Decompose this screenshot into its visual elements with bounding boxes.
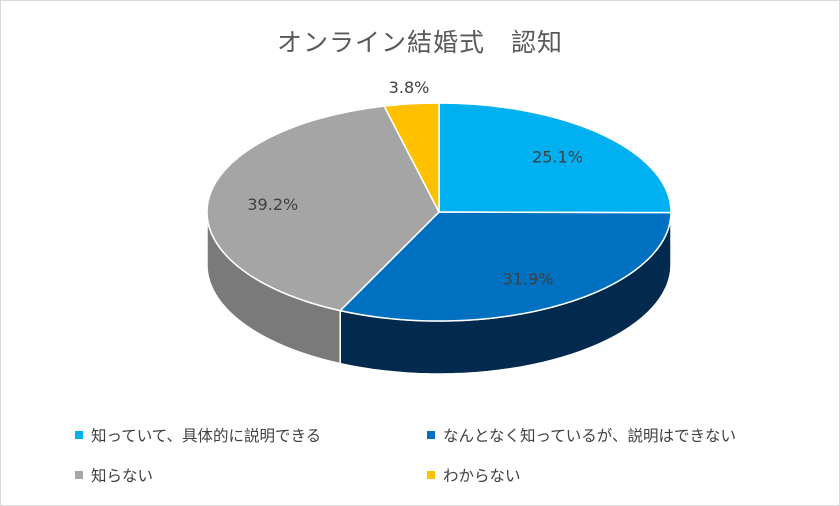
legend-swatch (75, 471, 83, 479)
data-label: 31.9% (503, 269, 554, 288)
pie-slice (339, 211, 672, 322)
legend-item: わからない (427, 464, 521, 486)
legend-item: 知らない (75, 464, 153, 486)
legend-label: 知らない (91, 467, 154, 485)
legend-label: わからない (443, 467, 521, 485)
data-label: 25.1% (532, 148, 583, 167)
legend-swatch (427, 471, 435, 479)
pie-label-group: 25.1% 31.9% 39.2% 3.8% (247, 78, 583, 288)
pie-slice (206, 105, 440, 312)
data-label: 39.2% (247, 195, 298, 214)
pie-chart: 25.1% 31.9% 39.2% 3.8% (206, 78, 672, 375)
pie-top-group (206, 102, 672, 322)
pie-slice (438, 102, 672, 214)
legend-label: なんとなく知っているが、説明はできない (443, 427, 736, 445)
legend-swatch (75, 431, 83, 439)
legend-item: なんとなく知っているが、説明はできない (427, 424, 736, 446)
pie-slice (383, 102, 440, 213)
legend-label: 知っていて、具体的に説明できる (91, 427, 322, 445)
data-label: 3.8% (389, 78, 430, 97)
legend-item: 知っていて、具体的に説明できる (75, 424, 321, 446)
chart-title: オンライン結婚式 認知 (276, 28, 563, 57)
legend-swatch (427, 431, 435, 439)
